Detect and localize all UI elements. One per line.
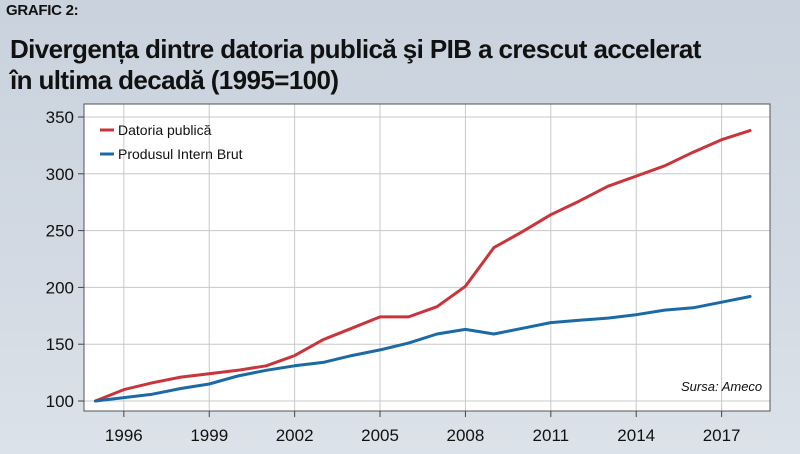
plot-area — [84, 104, 770, 411]
legend-label-0: Datoria publică — [118, 122, 212, 138]
chart-label: GRAFIC 2: — [6, 2, 79, 19]
y-tick-label: 100 — [46, 392, 74, 411]
x-tick-label: 1996 — [105, 426, 143, 445]
x-tick-label: 2011 — [533, 426, 570, 445]
x-tick-label: 2017 — [703, 426, 741, 445]
x-tick-label: 2008 — [447, 426, 485, 445]
y-tick-label: 350 — [46, 108, 74, 127]
source-note: Sursa: Ameco — [681, 379, 763, 394]
grid-lines — [83, 103, 771, 412]
y-tick-label: 300 — [46, 165, 74, 184]
title-line-1: Divergența dintre datoria publică şi PIB… — [10, 34, 701, 64]
chart-title: Divergența dintre datoria publică şi PIB… — [10, 34, 790, 96]
x-tick-label: 2014 — [617, 426, 655, 445]
series-lines — [93, 129, 752, 403]
y-tick-label: 200 — [46, 278, 74, 297]
series-line-0 — [93, 129, 752, 403]
series-line-1 — [93, 295, 752, 403]
y-axis-ticks: 100 150 200 250 300 350 — [46, 108, 84, 411]
x-axis-ticks: 1996 1999 2002 2005 2008 2011 2014 2017 — [105, 411, 741, 445]
y-tick-label: 250 — [46, 222, 74, 241]
plot-frame — [83, 103, 771, 412]
title-line-2: în ultima decadă (1995=100) — [10, 65, 339, 95]
legend: Datoria publică Produsul Intern Brut — [100, 122, 243, 162]
x-tick-label: 2002 — [276, 426, 314, 445]
y-tick-label: 150 — [46, 335, 74, 354]
legend-label-1: Produsul Intern Brut — [118, 146, 243, 162]
x-tick-label: 2005 — [361, 426, 399, 445]
x-tick-label: 1999 — [190, 426, 228, 445]
